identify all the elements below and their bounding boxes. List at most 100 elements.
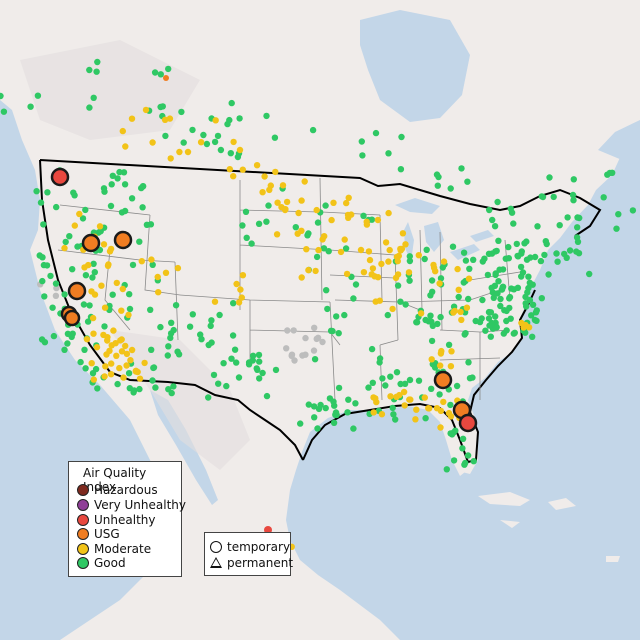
- good-monitor: [255, 351, 263, 359]
- good-monitor: [526, 296, 534, 304]
- good-monitor: [82, 272, 90, 279]
- good-monitor: [180, 139, 187, 146]
- good-monitor: [189, 311, 196, 318]
- moderate-monitor: [343, 270, 351, 278]
- good-monitor: [36, 252, 43, 259]
- good-monitor: [305, 230, 312, 237]
- good-monitor: [107, 202, 115, 210]
- moderate-monitor: [226, 166, 233, 173]
- moderate-monitor: [279, 182, 287, 189]
- good-monitor: [94, 58, 101, 66]
- good-monitor: [86, 104, 93, 111]
- moderate-monitor: [123, 350, 131, 358]
- good-monitor: [69, 330, 76, 337]
- moderate-monitor: [345, 214, 352, 221]
- legend-item-very-unhealthy: Very Unhealthy: [77, 498, 186, 512]
- good-monitor: [531, 253, 539, 261]
- good-monitor: [465, 295, 472, 303]
- no-data-markers: [37, 281, 326, 364]
- moderate-monitor: [230, 173, 237, 180]
- moderate-monitor: [261, 173, 268, 180]
- moderate-monitor: [71, 222, 79, 229]
- good-monitor: [0, 92, 4, 100]
- moderate-monitor: [393, 393, 400, 400]
- good-monitor: [242, 208, 250, 215]
- good-monitor: [493, 324, 500, 331]
- good-monitor: [428, 337, 436, 345]
- good-monitor: [576, 214, 583, 222]
- good-monitor: [554, 258, 561, 265]
- moderate-monitor: [357, 246, 365, 254]
- moderate-monitor: [155, 289, 162, 296]
- moderate-swatch-icon: [77, 543, 89, 555]
- good-monitor: [497, 302, 504, 310]
- good-monitor: [397, 298, 404, 305]
- good-monitor: [569, 191, 577, 199]
- good-monitor: [159, 103, 166, 110]
- good-monitor: [52, 280, 60, 287]
- moderate-monitor: [415, 252, 422, 259]
- good-monitor: [53, 203, 60, 211]
- good-monitor: [421, 255, 428, 263]
- good-monitor: [437, 275, 445, 282]
- moderate-monitor: [96, 223, 104, 230]
- good-monitor: [323, 287, 330, 294]
- moderate-monitor: [176, 148, 183, 156]
- good-monitor: [167, 330, 175, 337]
- moderate-monitor: [100, 241, 108, 248]
- good-monitor: [121, 207, 129, 215]
- good-monitor: [600, 194, 607, 201]
- good-monitor: [488, 284, 495, 291]
- good-monitor: [157, 323, 164, 331]
- good-monitor: [415, 377, 423, 384]
- good-monitor: [322, 404, 329, 412]
- moderate-monitor: [88, 360, 95, 367]
- moderate-monitor: [166, 115, 174, 122]
- moderate-monitor: [128, 346, 136, 354]
- legend-label: temporary: [227, 540, 291, 554]
- good-monitor: [398, 133, 405, 141]
- good-monitor: [272, 366, 280, 374]
- good-monitor: [350, 425, 357, 432]
- circle-icon: [210, 541, 222, 553]
- good-monitor: [263, 218, 270, 225]
- good-monitor: [43, 262, 51, 269]
- good-monitor: [465, 359, 472, 366]
- good-monitor: [197, 331, 204, 338]
- moderate-monitor: [426, 405, 433, 412]
- good-monitor: [205, 394, 212, 401]
- good-monitor: [259, 369, 266, 377]
- good-monitor: [553, 250, 560, 257]
- good-monitor: [507, 205, 514, 212]
- good-monitor: [332, 409, 340, 416]
- moderate-monitor: [436, 280, 443, 287]
- terrain-shading: [20, 40, 250, 470]
- good-monitor: [369, 379, 376, 386]
- good-monitor: [368, 216, 376, 223]
- good-monitor: [120, 169, 128, 176]
- moderate-monitor: [122, 143, 129, 150]
- good-monitor: [550, 193, 557, 201]
- moderate-monitor: [103, 351, 110, 358]
- moderate-monitor: [123, 362, 130, 369]
- good-monitor: [393, 369, 401, 376]
- good-monitor: [136, 238, 143, 245]
- good-monitor: [322, 202, 329, 209]
- good-monitor: [341, 311, 348, 319]
- no-data-monitor: [291, 357, 298, 364]
- good-monitor: [64, 330, 72, 337]
- good-monitor: [271, 134, 279, 141]
- good-monitor: [511, 329, 518, 336]
- moderate-monitor: [455, 286, 462, 293]
- moderate-monitor: [366, 256, 374, 264]
- moderate-monitor: [89, 314, 97, 322]
- good-monitor: [325, 248, 332, 255]
- moderate-monitor: [313, 206, 320, 214]
- moderate-monitor: [266, 186, 273, 194]
- moderate-monitor: [386, 246, 393, 254]
- legend-item-usg: USG: [77, 527, 120, 541]
- good-monitor: [350, 295, 357, 302]
- legend-item-unhealthy: Unhealthy: [77, 513, 155, 527]
- moderate-monitor: [345, 194, 352, 201]
- good-monitor: [443, 466, 450, 473]
